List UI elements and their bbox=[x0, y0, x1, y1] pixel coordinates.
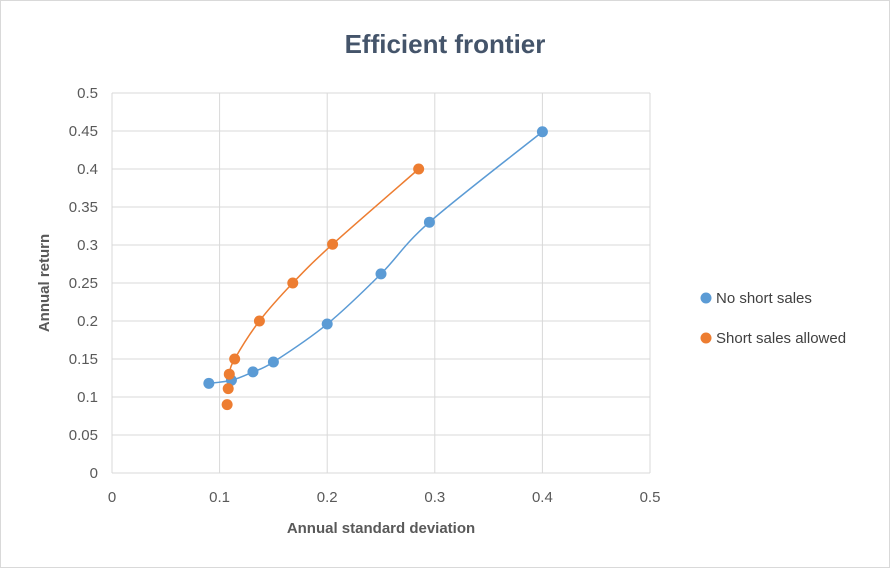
short-sales-allowed-point bbox=[287, 277, 299, 289]
x-tick-label: 0.2 bbox=[317, 489, 338, 506]
chart-title: Efficient frontier bbox=[345, 29, 546, 59]
grid bbox=[111, 92, 651, 474]
y-tick-label: 0.3 bbox=[77, 237, 98, 254]
short-sales-allowed-legend-label: Short sales allowed bbox=[716, 330, 846, 347]
short-sales-allowed-line bbox=[227, 168, 420, 389]
no-short-sales-legend-marker bbox=[700, 292, 712, 304]
no-short-sales-point bbox=[203, 377, 215, 389]
no-short-sales-line bbox=[208, 131, 543, 385]
y-tick-label: 0 bbox=[90, 465, 98, 482]
y-axis-label: Annual return bbox=[36, 234, 53, 332]
no-short-sales-point bbox=[247, 366, 259, 378]
y-tick-label: 0.1 bbox=[77, 389, 98, 406]
no-short-sales-point bbox=[321, 318, 333, 330]
x-tick-label: 0 bbox=[108, 489, 116, 506]
x-tick-label: 0.1 bbox=[209, 489, 230, 506]
x-tick-label: 0.4 bbox=[532, 489, 553, 506]
x-tick-label: 0.5 bbox=[640, 489, 661, 506]
short-sales-allowed-point bbox=[327, 238, 339, 250]
short-sales-allowed-point bbox=[222, 383, 234, 395]
y-tick-label: 0.05 bbox=[69, 427, 98, 444]
y-tick-label: 0.15 bbox=[69, 351, 98, 368]
series-points bbox=[203, 126, 548, 411]
short-sales-allowed-point bbox=[221, 399, 233, 411]
short-sales-allowed-point bbox=[229, 353, 241, 365]
y-tick-label: 0.45 bbox=[69, 123, 98, 140]
x-tick-labels: 0 0.1 0.2 0.3 0.4 0.5 bbox=[108, 489, 661, 506]
y-tick-labels: 0 0.05 0.1 0.15 0.2 0.25 0.3 0.35 0.4 0.45 0.5 bbox=[69, 85, 98, 482]
y-tick-label: 0.2 bbox=[77, 313, 98, 330]
y-tick-label: 0.4 bbox=[77, 161, 98, 178]
no-short-sales-point bbox=[267, 356, 279, 368]
y-tick-label: 0.35 bbox=[69, 199, 98, 216]
x-axis-label: Annual standard deviation bbox=[287, 520, 475, 537]
no-short-sales-point bbox=[375, 268, 387, 280]
short-sales-allowed-point bbox=[253, 315, 265, 327]
legend: No short sales Short sales allowed bbox=[700, 290, 846, 347]
no-short-sales-point bbox=[423, 216, 435, 228]
series-lines bbox=[208, 131, 543, 389]
x-tick-label: 0.3 bbox=[424, 489, 445, 506]
no-short-sales-legend-label: No short sales bbox=[716, 290, 812, 307]
short-sales-allowed-legend-marker bbox=[700, 332, 712, 344]
y-tick-label: 0.25 bbox=[69, 275, 98, 292]
y-tick-label: 0.5 bbox=[77, 85, 98, 102]
short-sales-allowed-point bbox=[223, 368, 235, 380]
short-sales-allowed-point bbox=[413, 163, 425, 175]
no-short-sales-point bbox=[536, 126, 548, 138]
